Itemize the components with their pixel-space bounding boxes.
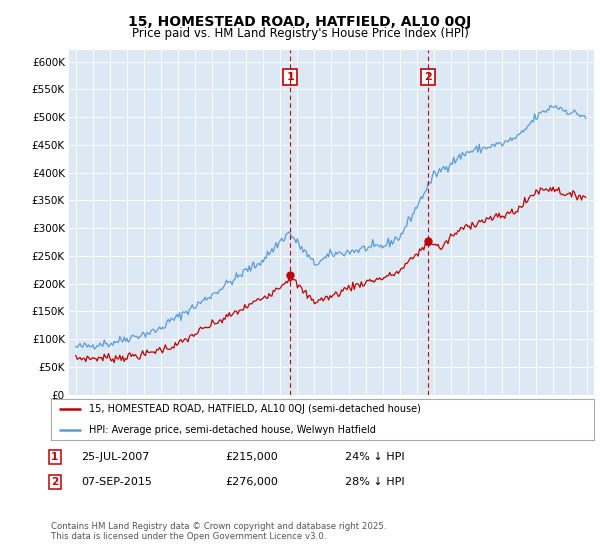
Text: 1: 1: [51, 452, 58, 462]
Text: 1: 1: [286, 72, 294, 82]
Text: 15, HOMESTEAD ROAD, HATFIELD, AL10 0QJ (semi-detached house): 15, HOMESTEAD ROAD, HATFIELD, AL10 0QJ (…: [89, 404, 421, 414]
Text: 28% ↓ HPI: 28% ↓ HPI: [345, 477, 404, 487]
Text: 24% ↓ HPI: 24% ↓ HPI: [345, 452, 404, 462]
Text: 25-JUL-2007: 25-JUL-2007: [81, 452, 149, 462]
Text: 07-SEP-2015: 07-SEP-2015: [81, 477, 152, 487]
Text: £276,000: £276,000: [225, 477, 278, 487]
Text: 15, HOMESTEAD ROAD, HATFIELD, AL10 0QJ: 15, HOMESTEAD ROAD, HATFIELD, AL10 0QJ: [128, 15, 472, 29]
Text: 2: 2: [51, 477, 58, 487]
Text: HPI: Average price, semi-detached house, Welwyn Hatfield: HPI: Average price, semi-detached house,…: [89, 424, 376, 435]
Text: £215,000: £215,000: [225, 452, 278, 462]
Text: Contains HM Land Registry data © Crown copyright and database right 2025.
This d: Contains HM Land Registry data © Crown c…: [51, 522, 386, 542]
Text: 2: 2: [424, 72, 432, 82]
Text: Price paid vs. HM Land Registry's House Price Index (HPI): Price paid vs. HM Land Registry's House …: [131, 27, 469, 40]
